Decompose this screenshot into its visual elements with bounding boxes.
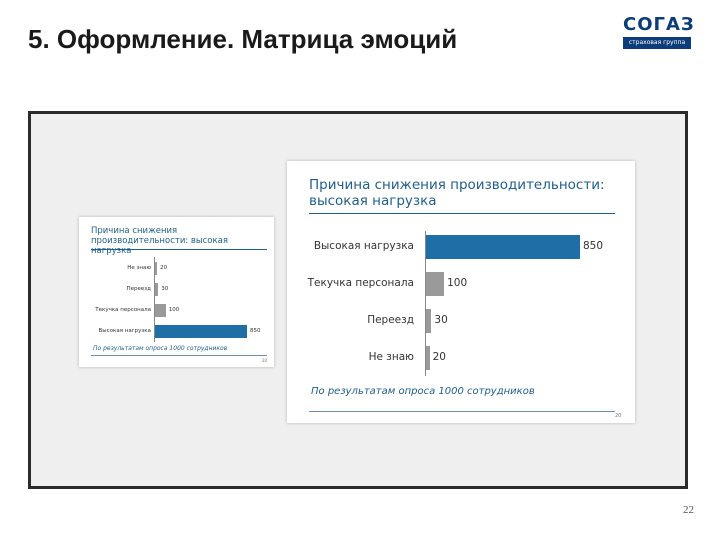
bar bbox=[155, 283, 159, 296]
small-title-rule bbox=[91, 249, 267, 250]
bar-label: Переезд bbox=[367, 314, 414, 327]
large-chart-card: Причина снижения производительности: выс… bbox=[287, 161, 635, 423]
sogaz-logo: СОГАЗ страховая группа bbox=[623, 14, 695, 50]
slide-title: 5. Оформление. Матрица эмоций bbox=[28, 24, 458, 54]
small-chart-axis bbox=[154, 257, 155, 342]
bar-label: Высокая нагрузка bbox=[98, 327, 151, 334]
bar-label: Не знаю bbox=[127, 264, 151, 271]
bar-label: Не знаю bbox=[368, 351, 414, 364]
bar-value-label: 100 bbox=[168, 306, 180, 313]
bar-value-label: 20 bbox=[160, 264, 168, 271]
bar-value-label: 850 bbox=[583, 240, 604, 253]
small-bottom-rule bbox=[91, 355, 267, 356]
small-card-page: 20 bbox=[262, 358, 268, 363]
bar-value-label: 30 bbox=[161, 285, 169, 292]
logo-tagline: страховая группа bbox=[623, 37, 691, 49]
large-chart-title: Причина снижения производительности: выс… bbox=[309, 177, 605, 209]
small-chart-card: Причина снижения производительности: выс… bbox=[79, 217, 274, 367]
large-chart-axis bbox=[425, 231, 426, 376]
small-chart-title: Причина снижения производительности: выс… bbox=[91, 226, 228, 256]
bar-value-label: 30 bbox=[434, 314, 448, 327]
bar-label: Текучка персонала bbox=[307, 277, 414, 290]
bar bbox=[426, 309, 432, 333]
bar-value-label: 20 bbox=[432, 351, 446, 364]
page-number: 22 bbox=[683, 504, 694, 516]
bar bbox=[426, 272, 445, 296]
bar bbox=[155, 304, 166, 317]
large-title-rule bbox=[309, 213, 615, 214]
bar bbox=[155, 325, 247, 338]
logo-wordmark: СОГАЗ bbox=[623, 14, 695, 35]
large-bottom-rule bbox=[309, 411, 615, 412]
bar-label: Высокая нагрузка bbox=[313, 240, 414, 253]
bar-label: Переезд bbox=[126, 285, 151, 292]
bar bbox=[426, 235, 580, 259]
bar bbox=[426, 346, 430, 370]
bar bbox=[155, 262, 158, 275]
large-card-page: 20 bbox=[615, 413, 622, 419]
small-chart-footnote: По результатам опроса 1000 сотрудников bbox=[93, 345, 228, 352]
large-chart-footnote: По результатам опроса 1000 сотрудников bbox=[311, 386, 535, 397]
bar-value-label: 100 bbox=[447, 277, 468, 290]
bar-value-label: 850 bbox=[250, 327, 261, 334]
bar-label: Текучка персонала bbox=[95, 306, 151, 313]
